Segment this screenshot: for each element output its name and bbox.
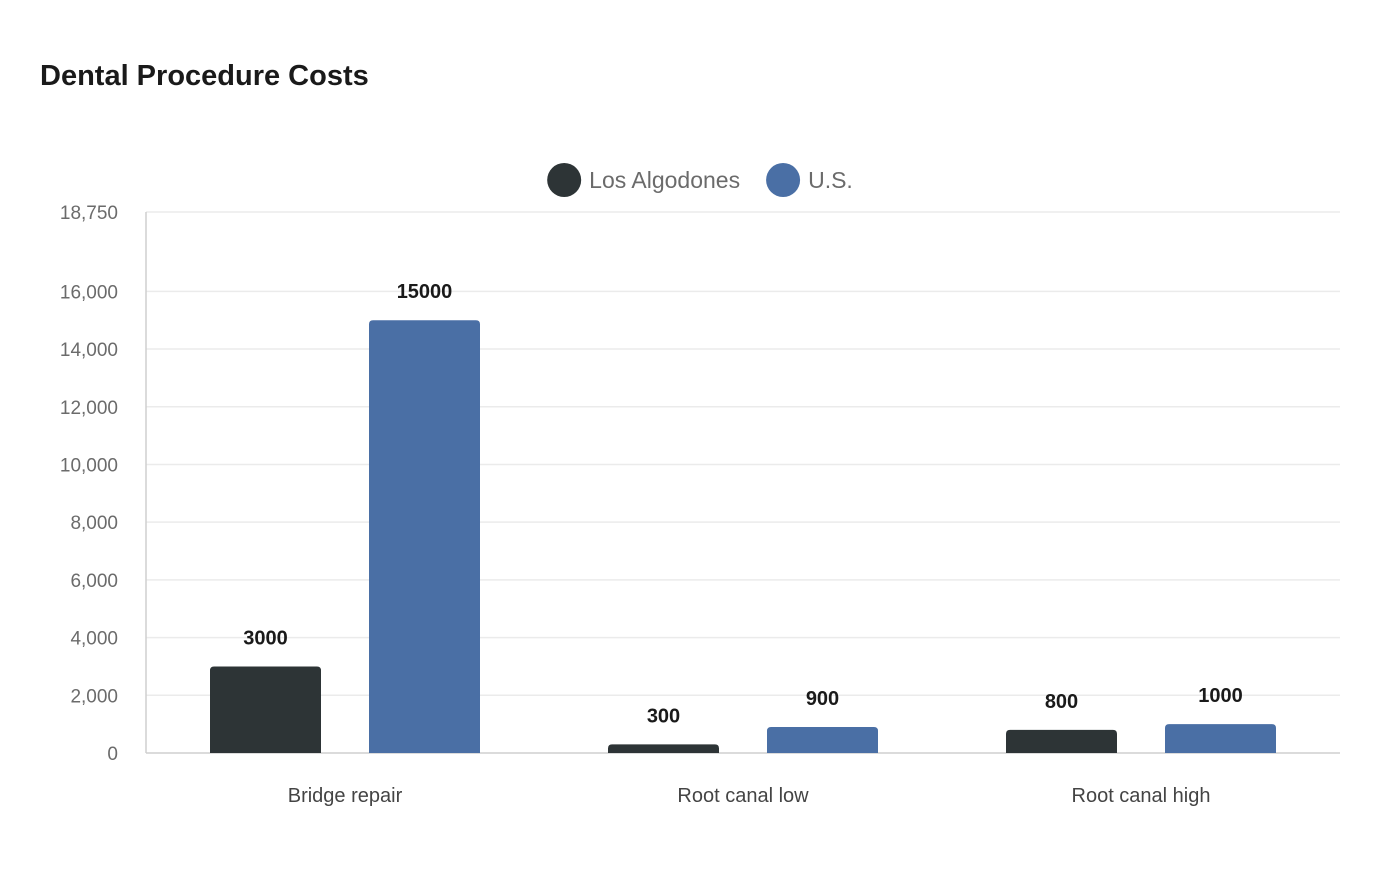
y-tick-label: 16,000 [60, 282, 118, 303]
y-tick-label: 4,000 [70, 629, 118, 650]
legend-label: Los Algodones [589, 167, 740, 193]
x-category-label: Root canal low [677, 785, 809, 807]
legend-swatch [547, 163, 582, 197]
y-tick-label: 6,000 [70, 571, 118, 592]
data-labels: 3000 15000 300 900 800 1000 [243, 281, 1243, 727]
chart-title: Dental Procedure Costs [40, 60, 369, 92]
data-label: 800 [1045, 691, 1078, 713]
x-category-label: Bridge repair [288, 785, 403, 807]
bar-los-algodones-1 [608, 744, 719, 753]
legend-label: U.S. [808, 167, 853, 193]
bar-los-algodones-0 [210, 666, 321, 753]
data-label: 3000 [243, 627, 288, 649]
bars [210, 320, 1276, 753]
bar-los-algodones-2 [1006, 729, 1117, 753]
bar-u-s-2 [1165, 724, 1276, 753]
y-tick-label: 2,000 [70, 686, 118, 707]
data-label: 900 [806, 688, 839, 710]
data-label: 300 [647, 705, 680, 727]
gridlines [146, 211, 1340, 697]
x-category-label: Root canal high [1072, 785, 1211, 807]
y-tick-label: 12,000 [60, 398, 118, 419]
legend: Los Algodones U.S. [547, 163, 853, 197]
data-label: 1000 [1198, 685, 1243, 707]
y-tick-label: 14,000 [60, 340, 118, 361]
y-tick-label: 18,750 [60, 203, 118, 224]
bar-u-s-1 [767, 727, 878, 753]
axes: 0 2,000 4,000 6,000 8,000 10,000 12,000 14,000 1… [60, 203, 1340, 807]
y-tick-label: 10,000 [60, 455, 118, 476]
bar-u-s-0 [369, 320, 480, 753]
y-tick-label: 8,000 [70, 513, 118, 534]
y-tick-label: 0 [107, 744, 118, 765]
data-label: 15000 [397, 281, 453, 303]
legend-swatch [766, 163, 801, 197]
